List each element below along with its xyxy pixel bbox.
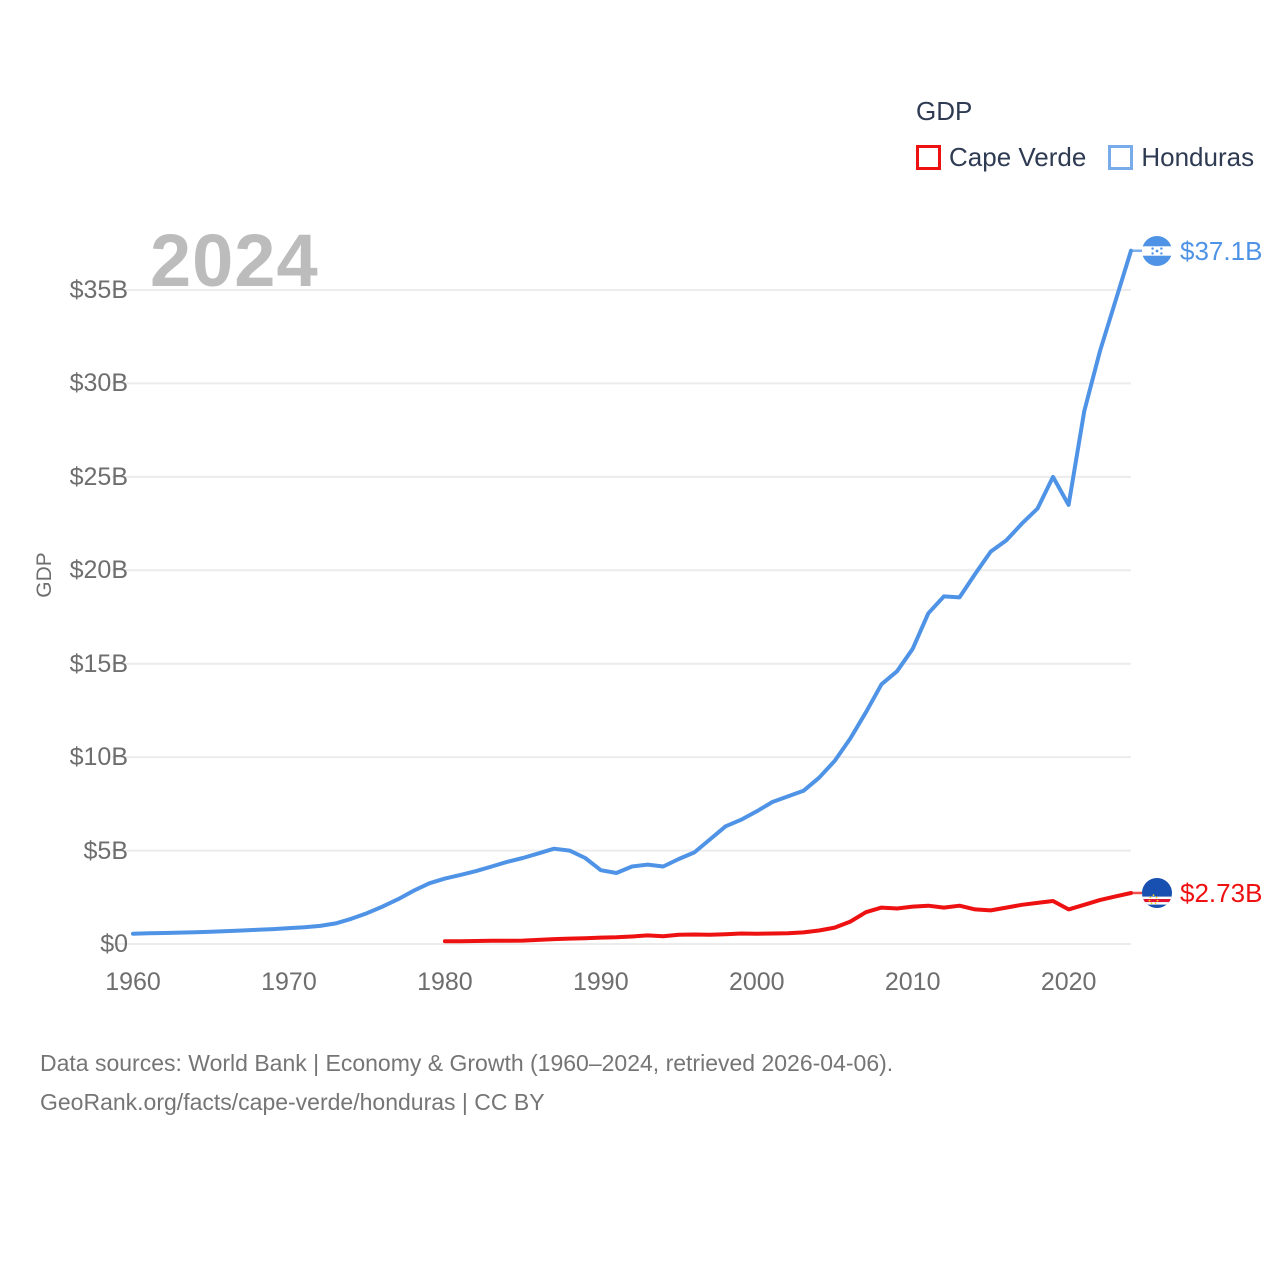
honduras-end-value: $37.1B (1180, 235, 1263, 266)
y-tick-label: $10B (69, 743, 128, 772)
x-tick-label: 1990 (573, 968, 629, 996)
series-line-honduras (131, 248, 1133, 936)
y-tick-label: $25B (69, 462, 128, 491)
x-tick-label: 2000 (728, 968, 785, 996)
honduras-swatch-icon (1108, 145, 1134, 170)
series-line-cape-verde (442, 891, 1133, 944)
legend: GDP Cape Verde Honduras (916, 96, 1254, 173)
y-tick-label: $5B (83, 836, 128, 865)
x-tick-label: 1980 (417, 968, 473, 996)
honduras-end-marker: $37.1B (1142, 235, 1263, 266)
attribution-line: GeoRank.org/facts/cape-verde/honduras | … (40, 1089, 545, 1115)
honduras-flag-icon (1142, 235, 1172, 266)
y-tick-label: $35B (69, 275, 128, 304)
x-tick-label: 2020 (1040, 968, 1097, 996)
legend-item-cape-verde[interactable]: Cape Verde (916, 142, 1086, 173)
cape-verde-flag-icon (1142, 877, 1172, 908)
legend-row: Cape Verde Honduras (916, 142, 1254, 173)
y-tick-label: $30B (69, 369, 128, 398)
y-tick-label: $20B (69, 556, 128, 585)
cape-verde-end-value: $2.73B (1180, 877, 1263, 908)
x-tick-label: 1970 (261, 968, 317, 996)
x-tick-label: 2010 (884, 968, 941, 996)
y-tick-label: $0 (100, 930, 128, 958)
legend-item-honduras[interactable]: Honduras (1108, 142, 1254, 173)
data-sources-line: Data sources: World Bank | Economy & Gro… (40, 1050, 894, 1076)
year-watermark: 2024 (150, 219, 319, 302)
legend-label: Cape Verde (949, 142, 1087, 172)
legend-label: Honduras (1141, 142, 1255, 172)
cape-verde-swatch-icon (916, 145, 941, 170)
footer: Data sources: World Bank | Economy & Gro… (40, 1044, 893, 1122)
x-tick-label: 1960 (105, 968, 161, 996)
legend-title: GDP (916, 96, 973, 126)
y-tick-label: $15B (69, 649, 128, 678)
cape-verde-end-marker: $2.73B (1142, 877, 1263, 908)
